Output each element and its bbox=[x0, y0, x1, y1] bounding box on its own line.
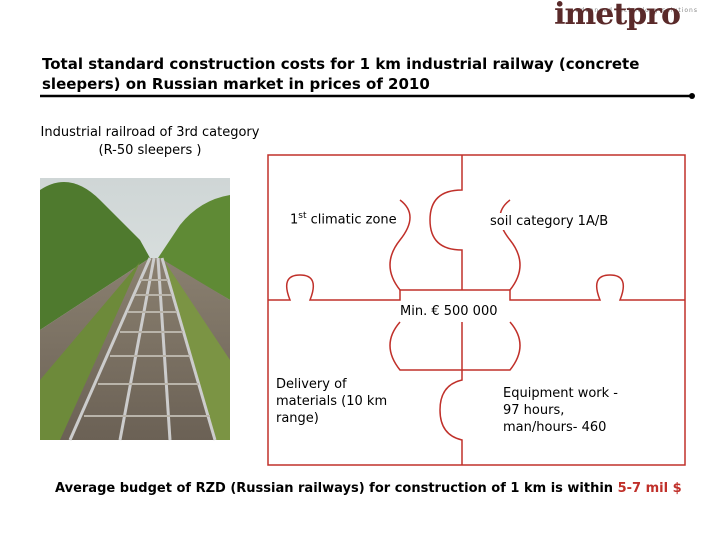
slide-title: Total standard construction costs for 1 … bbox=[42, 55, 640, 93]
logo: imetpro bbox=[554, 0, 681, 30]
footer-highlight: 5-7 mil $ bbox=[617, 481, 682, 496]
climatic-zone: 1st climatic zone bbox=[290, 208, 397, 229]
price: Min. € 500 000 bbox=[400, 303, 498, 320]
delivery: Delivery of materials (10 km range) bbox=[276, 376, 391, 427]
footer-text: Average budget of RZD (Russian railways)… bbox=[55, 481, 618, 496]
footer: Average budget of RZD (Russian railways)… bbox=[55, 480, 695, 498]
soil-category: soil category 1A/B bbox=[490, 213, 609, 230]
logo-text: imetpro bbox=[554, 0, 681, 32]
photo bbox=[40, 178, 230, 441]
equipment: Equipment work - 97 hours, man/hours- 46… bbox=[503, 385, 631, 436]
puzzle bbox=[267, 154, 686, 466]
rule-end bbox=[689, 93, 695, 99]
ordinal-suffix: st bbox=[298, 211, 307, 221]
ordinal: 1 bbox=[290, 212, 299, 228]
logo-tagline: advanced technology solutions bbox=[575, 7, 698, 14]
climatic-text: climatic zone bbox=[306, 212, 397, 228]
photo-caption: Industrial railroad of 3rd category (R-5… bbox=[40, 125, 260, 158]
